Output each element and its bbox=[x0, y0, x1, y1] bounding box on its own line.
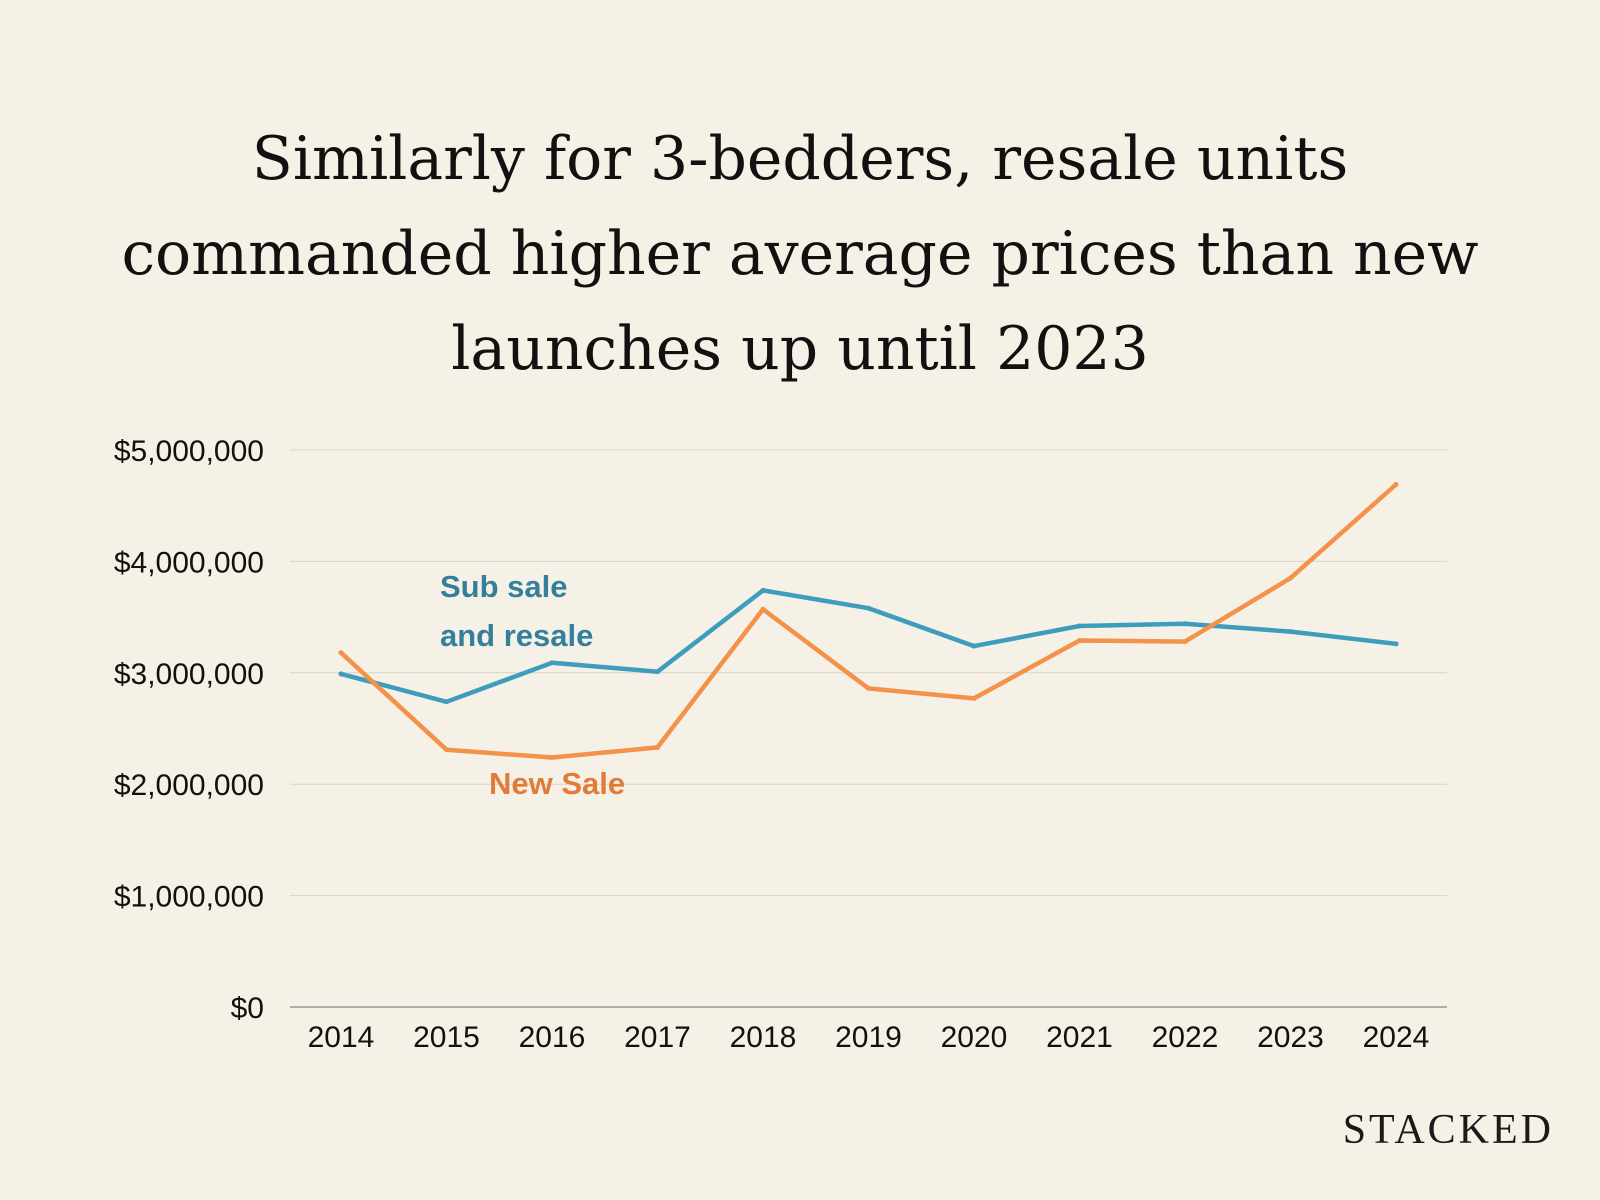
x-tick-label: 2014 bbox=[308, 1021, 375, 1054]
chart-title: Similarly for 3-bedders, resale units co… bbox=[0, 112, 1600, 397]
data-point bbox=[1077, 623, 1082, 629]
x-tick-label: 2023 bbox=[1257, 1021, 1324, 1054]
title-line-3: launches up until 2023 bbox=[451, 314, 1149, 384]
brand-logo: STACKED bbox=[1342, 1107, 1554, 1153]
series-label: New Sale bbox=[489, 766, 625, 801]
data-point bbox=[1182, 639, 1188, 645]
y-tick-label: $3,000,000 bbox=[114, 658, 264, 691]
x-tick-label: 2018 bbox=[730, 1021, 797, 1054]
data-point bbox=[338, 650, 344, 656]
data-point bbox=[866, 685, 871, 691]
data-point bbox=[338, 671, 344, 677]
series-label: Sub sale bbox=[440, 569, 568, 604]
data-point bbox=[866, 605, 871, 611]
x-tick-label: 2017 bbox=[624, 1021, 691, 1054]
data-point bbox=[760, 606, 766, 612]
x-tick-label: 2022 bbox=[1152, 1021, 1219, 1054]
data-point bbox=[1077, 637, 1082, 643]
data-point bbox=[444, 747, 449, 753]
data-point bbox=[1288, 629, 1293, 635]
data-point bbox=[1393, 482, 1399, 488]
x-tick-label: 2015 bbox=[413, 1021, 480, 1054]
data-point bbox=[549, 754, 555, 760]
x-tick-label: 2020 bbox=[941, 1021, 1008, 1054]
y-tick-label: $2,000,000 bbox=[114, 769, 264, 802]
x-tick-label: 2016 bbox=[519, 1021, 586, 1054]
data-point bbox=[971, 643, 977, 649]
title-line-2: commanded higher average prices than new bbox=[121, 219, 1479, 289]
y-tick-label: $0 bbox=[231, 992, 264, 1025]
data-point bbox=[1288, 575, 1293, 581]
title-line-1: Similarly for 3-bedders, resale units bbox=[251, 124, 1349, 194]
data-point bbox=[1182, 621, 1188, 627]
data-point bbox=[549, 660, 555, 666]
y-tick-label: $1,000,000 bbox=[114, 881, 264, 914]
x-tick-label: 2019 bbox=[835, 1021, 902, 1054]
x-tick-label: 2024 bbox=[1363, 1021, 1430, 1054]
y-tick-label: $4,000,000 bbox=[114, 546, 264, 579]
data-point bbox=[1393, 641, 1399, 647]
data-point bbox=[444, 699, 449, 705]
y-tick-label: $5,000,000 bbox=[114, 435, 264, 468]
data-point bbox=[655, 744, 660, 750]
data-point bbox=[760, 587, 766, 593]
data-point bbox=[655, 669, 660, 675]
series-label: and resale bbox=[440, 618, 593, 653]
x-tick-label: 2021 bbox=[1046, 1021, 1113, 1054]
data-point bbox=[971, 695, 977, 701]
